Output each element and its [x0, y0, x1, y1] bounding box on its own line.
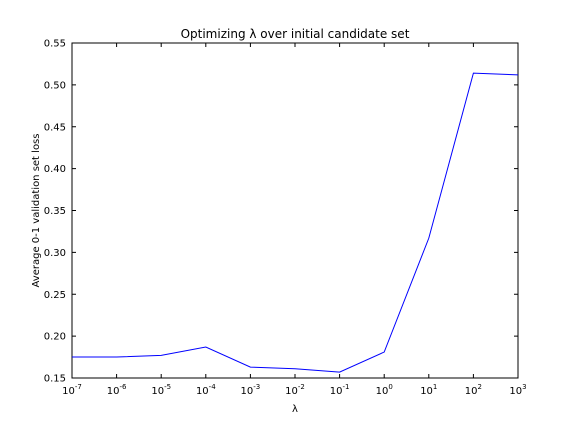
- x-tick-base: 10: [107, 386, 120, 397]
- x-tick-label: 10-7: [62, 383, 82, 397]
- x-tick-base: 10: [509, 386, 522, 397]
- y-axis-ticks: 0.15 0.20 0.25 0.30 0.35 0.40 0.45 0.50 0.55: [44, 39, 518, 385]
- x-tick-label: 10-6: [107, 383, 127, 397]
- x-tick-exponent: -1: [342, 383, 349, 391]
- y-tick-label: 0.55: [44, 39, 66, 50]
- x-tick-label: 10-2: [285, 383, 305, 397]
- y-tick-label: 0.50: [44, 80, 66, 91]
- x-tick-exponent: 3: [522, 383, 526, 391]
- x-tick-exponent: -7: [75, 383, 82, 391]
- x-tick-label: 10-3: [241, 383, 261, 397]
- y-tick-label: 0.25: [44, 290, 66, 301]
- y-axis-label: Average 0-1 validation set loss: [31, 134, 42, 288]
- x-tick-exponent: 1: [433, 383, 437, 391]
- x-tick-exponent: 2: [478, 383, 482, 391]
- x-tick-exponent: -3: [253, 383, 260, 391]
- chart-title: Optimizing λ over initial candidate set: [181, 27, 410, 41]
- y-tick-label: 0.40: [44, 164, 66, 175]
- x-axis-label: λ: [292, 404, 298, 415]
- x-axis-ticks: 10-7 10-6 10-5 10-4 10-3 10-2 10-1 100 101 102 103: [62, 43, 527, 397]
- x-tick-label: 10-4: [196, 383, 216, 397]
- x-tick-label: 10-5: [151, 383, 171, 397]
- y-tick-label: 0.20: [44, 332, 66, 343]
- x-tick-label: 101: [420, 383, 437, 397]
- x-tick-label: 103: [509, 383, 526, 397]
- x-tick-base: 10: [420, 386, 433, 397]
- x-tick-label: 100: [376, 383, 393, 397]
- x-tick-label: 102: [465, 383, 482, 397]
- plot-frame: [71, 42, 519, 379]
- x-tick-exponent: -6: [119, 383, 127, 391]
- y-tick-label: 0.30: [44, 248, 66, 259]
- x-tick-base: 10: [151, 386, 164, 397]
- x-tick-base: 10: [241, 386, 254, 397]
- series-line: [72, 72, 519, 373]
- x-tick-exponent: -5: [164, 383, 171, 391]
- x-tick-base: 10: [285, 386, 298, 397]
- y-tick-label: 0.15: [44, 374, 66, 385]
- x-tick-base: 10: [330, 386, 343, 397]
- x-tick-base: 10: [465, 386, 478, 397]
- x-tick-exponent: -2: [298, 383, 305, 391]
- x-tick-base: 10: [62, 386, 75, 397]
- x-tick-base: 10: [196, 386, 209, 397]
- x-tick-exponent: 0: [388, 383, 392, 391]
- y-tick-label: 0.45: [44, 122, 66, 133]
- x-tick-base: 10: [376, 386, 389, 397]
- x-tick-label: 10-1: [330, 383, 350, 397]
- y-tick-label: 0.35: [44, 206, 66, 217]
- x-tick-exponent: -4: [209, 383, 217, 391]
